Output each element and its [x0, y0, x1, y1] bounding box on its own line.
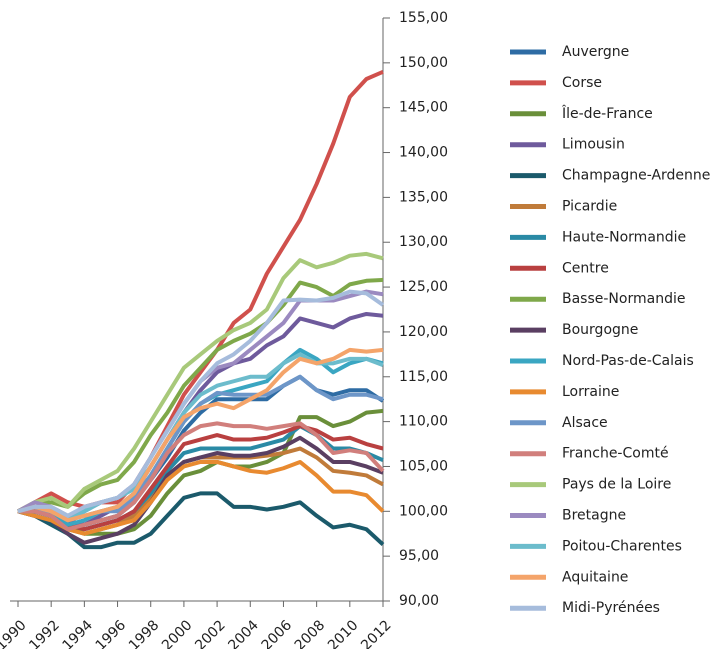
legend-label: Picardie: [562, 199, 617, 215]
legend-label: Basse-Normandie: [562, 291, 685, 307]
y-tick-label: 100,00: [399, 503, 448, 519]
legend-label: Midi-Pyrénées: [562, 600, 660, 616]
y-tick-label: 130,00: [399, 234, 448, 250]
legend-label: Champagne-Ardenne: [562, 168, 710, 184]
legend-label: Pays de la Loire: [562, 477, 671, 493]
series-line: [18, 421, 385, 532]
y-tick-label: 135,00: [399, 189, 448, 205]
y-tick-label: 95,00: [399, 548, 439, 564]
x-tick-label: 2000: [159, 617, 196, 649]
y-tick-label: 105,00: [399, 458, 448, 474]
y-tick-label: 115,00: [399, 369, 448, 385]
x-tick-label: 2012: [358, 617, 395, 649]
x-tick-label: 1998: [126, 617, 163, 649]
series-line: [17, 491, 385, 550]
series-line: [17, 69, 384, 514]
x-tick-label: 1990: [0, 617, 30, 649]
legend-label: Auvergne: [562, 44, 629, 60]
x-tick-label: 2004: [225, 617, 262, 649]
y-tick-label: 110,00: [399, 414, 448, 430]
y-tick-label: 145,00: [399, 100, 448, 116]
legend-label: Haute-Normandie: [562, 229, 686, 245]
legend-label: Île-de-France: [561, 104, 653, 122]
x-tick-label: 1992: [26, 617, 63, 649]
series-line: [17, 347, 384, 523]
series-line: [17, 277, 384, 514]
series-line: [17, 459, 385, 536]
x-tick-label: 2002: [192, 617, 229, 649]
x-tick-label: 2006: [259, 617, 296, 649]
y-tick-label: 125,00: [399, 279, 448, 295]
y-tick-label: 155,00: [399, 10, 448, 26]
x-tick-label: 1994: [60, 617, 97, 649]
series-line: [17, 289, 385, 518]
legend-label: Lorraine: [562, 384, 619, 400]
legend-label: Alsace: [562, 415, 608, 431]
legend-label: Centre: [562, 260, 609, 276]
y-tick-label: 120,00: [399, 324, 448, 340]
legend-label: Aquitaine: [562, 569, 628, 585]
y-tick-label: 90,00: [399, 593, 439, 609]
x-tick-label: 2008: [292, 617, 329, 649]
legend-label: Franche-Comté: [562, 446, 669, 462]
legend-label: Bourgogne: [562, 322, 638, 338]
legend-label: Corse: [562, 75, 602, 91]
y-tick-label: 150,00: [399, 55, 448, 71]
legend-label: Nord-Pas-de-Calais: [562, 353, 694, 369]
series-line: [17, 435, 384, 545]
legend-label: Bretagne: [562, 508, 626, 524]
legend-label: Limousin: [562, 137, 625, 153]
series-line: [17, 251, 384, 514]
legend-label: Poitou-Charentes: [562, 538, 682, 554]
y-tick-label: 140,00: [399, 145, 448, 161]
x-tick-label: 1996: [93, 617, 130, 649]
x-tick-label: 2010: [325, 617, 362, 649]
